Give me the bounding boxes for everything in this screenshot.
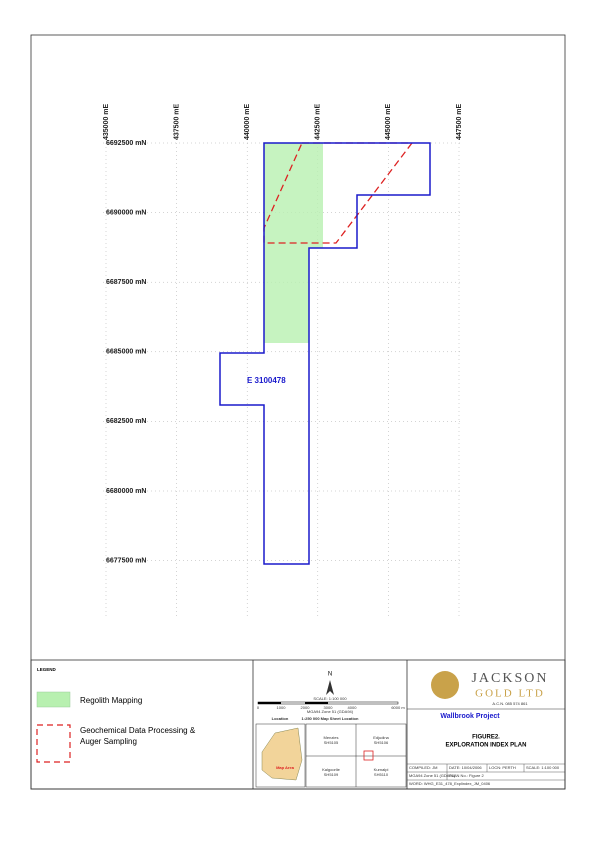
scale-label: 6000 m (391, 705, 405, 710)
sheet-name: SH5106 (374, 740, 389, 745)
tenement-boundary (219, 142, 431, 565)
scale-bar (305, 702, 328, 704)
grid: 435000 mE 437500 mE 440000 mE 442500 mE 4450… (103, 103, 463, 618)
northing-label: 6690000 mN (106, 209, 146, 216)
sheet-name: Menzies (324, 735, 339, 740)
sheet-title: 1:250 000 Map Sheet Location (302, 716, 359, 721)
scale-bar (258, 702, 281, 704)
acn: A.C.N. 085 574 861 (492, 701, 528, 706)
north-label: N (328, 672, 332, 678)
logo (431, 671, 459, 699)
scale-label: 0 (257, 705, 260, 710)
sheet-name: Kalgoorlie (322, 767, 341, 772)
sheet-marker (363, 750, 374, 761)
table-cell: WORD: WHG_E31_478_Explindex_JM_0406 (409, 781, 491, 786)
north-arrow (326, 680, 334, 695)
legend-swatch (36, 691, 71, 708)
sheet-name: Kurnalpi (374, 767, 389, 772)
map-area: Map Area (276, 765, 295, 770)
table-cell: COMPILED: JM (409, 765, 437, 770)
inset-map (261, 727, 303, 781)
datum: MGA94 Zone 51 (GDA94) (307, 709, 354, 714)
northing-label: 6687500 mN (106, 279, 146, 286)
scale-label: 1000 (277, 705, 287, 710)
legend-item: Regolith Mapping (80, 696, 142, 705)
sheet-name: SH5109 (324, 772, 339, 777)
table-cell: DATE: 10/04/2006 (449, 765, 482, 770)
easting-label: 440000 mE (244, 103, 251, 140)
scale-label: 3000 (324, 705, 334, 710)
legend-swatch (36, 724, 71, 763)
legend-item: Geochemical Data Processing & (80, 726, 196, 735)
sheet-name: SH5105 (324, 740, 339, 745)
northing-label: 6692500 mN (106, 140, 146, 147)
northing-label: 6677500 mN (106, 557, 146, 564)
scale-label: 4000 (348, 705, 358, 710)
northing-label: 6680000 mN (106, 488, 146, 495)
scale-label: 2000 (301, 705, 311, 710)
bottom-panel (30, 659, 566, 790)
northing-label: 6685000 mN (106, 349, 146, 356)
easting-label: 435000 mE (103, 103, 110, 140)
table-cell: SCALE: 1:100 000 (526, 765, 560, 770)
legend-title: LEGEND (37, 667, 57, 672)
easting-label: 442500 mE (315, 103, 322, 140)
location-title: Location (272, 716, 289, 721)
easting-label: 445000 mE (385, 103, 392, 140)
table-cell: MGA94 Zone 51 (GDA94) (409, 773, 456, 778)
easting-label: 437500 mE (173, 103, 180, 140)
figure: FIGURE2. (472, 735, 500, 741)
company: JACKSON (471, 671, 548, 686)
sheet-name: SH5110 (374, 772, 389, 777)
easting-label: 447500 mE (456, 103, 463, 140)
legend-item: Auger Sampling (80, 737, 137, 746)
sheet-name: Edjudina (373, 735, 389, 740)
project: Wallbrook Project (440, 713, 500, 720)
tenement-label: E 3100478 (247, 376, 286, 385)
plan-title: EXPLORATION INDEX PLAN (446, 743, 527, 749)
table-cell: PLAN No.: Figure 2 (449, 773, 484, 778)
company: GOLD LTD (475, 688, 545, 700)
table-cell: LOCN: PERTH (489, 765, 516, 770)
northing-label: 6682500 mN (106, 418, 146, 425)
scale-text: SCALE: 1:100 000 (313, 696, 347, 701)
